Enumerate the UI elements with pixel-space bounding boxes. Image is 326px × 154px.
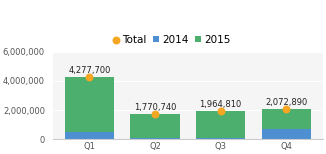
- Bar: [130, 113, 180, 138]
- Total: [218, 109, 223, 112]
- Bar: [130, 138, 180, 139]
- Bar: [65, 132, 114, 139]
- Legend: Total, 2014, 2015: Total, 2014, 2015: [109, 30, 235, 49]
- Total: [153, 112, 158, 115]
- Bar: [196, 111, 245, 138]
- Bar: [262, 109, 311, 130]
- Total: [284, 108, 289, 110]
- Bar: [65, 77, 114, 132]
- Text: 1,964,810: 1,964,810: [200, 100, 242, 109]
- Bar: [196, 138, 245, 139]
- Bar: [262, 130, 311, 139]
- Total: [87, 76, 92, 78]
- Text: 1,770,740: 1,770,740: [134, 103, 176, 112]
- Text: 4,277,700: 4,277,700: [68, 66, 111, 75]
- Text: 2,072,890: 2,072,890: [265, 98, 307, 107]
